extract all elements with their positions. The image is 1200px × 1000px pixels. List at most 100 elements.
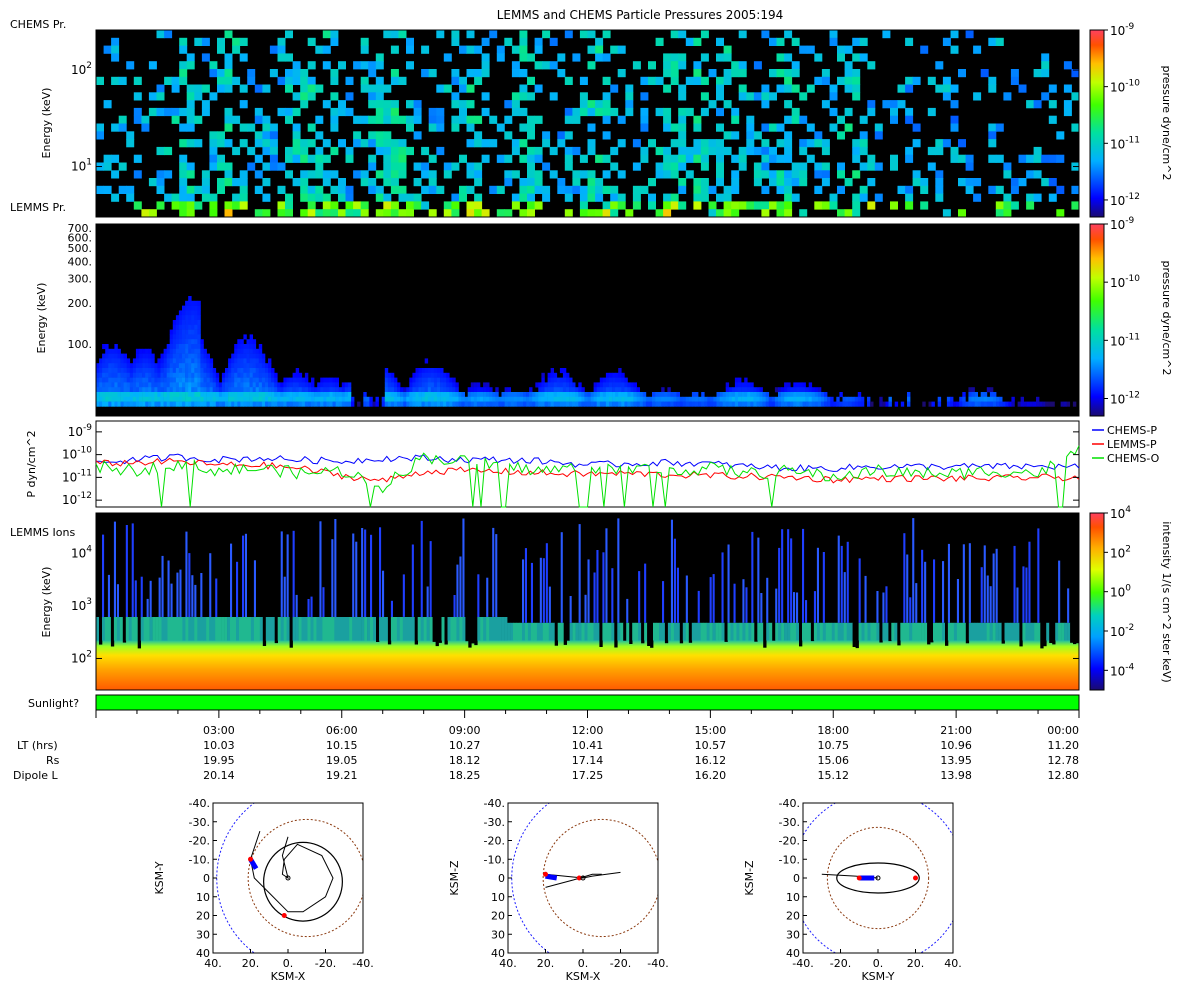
orbit-yz-ytick-7: 30	[786, 928, 800, 941]
p4-ytick-2: 104	[71, 545, 92, 561]
orbit-yz-ytick-5: 10	[786, 891, 800, 904]
chems-pr-label: CHEMS Pr.	[10, 18, 66, 31]
orbit-xz-ylabel: KSM-Z	[448, 860, 461, 896]
position-marker-1	[281, 913, 287, 918]
orbit-xz-xtick-0: 40.	[499, 957, 517, 970]
orbit-xy-ytick-5: 10	[196, 891, 210, 904]
ephem-value-2-1: 19.21	[326, 769, 358, 782]
ephem-value-2-7: 12.80	[1048, 769, 1080, 782]
ephem-value-2-5: 15.12	[818, 769, 850, 782]
orbit-xz-ytick-1: -30.	[484, 816, 505, 829]
p3-ylabel: P dyn/cm^2	[25, 430, 38, 497]
orbit-xz-ytick-0: -40.	[484, 797, 505, 810]
orbit-xy-ytick-7: 30	[196, 928, 210, 941]
orbit-xy-ytick-2: -20.	[189, 835, 210, 848]
orbit-xz-ytick-2: -20.	[484, 835, 505, 848]
orbit-plots: 40. 20. 0. -20. -40. -40. -30. -20. -10. 0 10 20 30 4…	[153, 797, 962, 983]
p3-ytick-2: 10-10	[62, 446, 92, 462]
trajectory	[545, 871, 621, 879]
sunlight-label: Sunlight?	[28, 697, 79, 710]
orbit-xz-ytick-7: 30	[491, 928, 505, 941]
lemms-spectrogram-cells	[96, 296, 1077, 407]
ephemeris-table: 03:00 06:00 09:00 12:00 15:00 18:00 21:00 00:00…	[13, 710, 1080, 782]
orbit-xz-xtick-1: 20.	[537, 957, 555, 970]
orbit-plot-orbit-yz: -40. -20. 0. 20. 40. -40. -30. -20. -10. 0 10 20 30 4…	[743, 797, 962, 983]
ephem-value-2-2: 18.25	[449, 769, 481, 782]
ephem-value-0-7: 11.20	[1048, 739, 1080, 752]
orbit-yz-xlabel: KSM-Y	[861, 970, 894, 983]
p3-ytick-3: 10-9	[68, 423, 93, 439]
orbit-xz-ytick-4: 0	[498, 872, 505, 885]
chems-spectrogram-cells	[96, 30, 1080, 218]
ephem-row-label-0: LT (hrs)	[17, 739, 58, 752]
orbit-yz-xtick-1: -20.	[830, 957, 851, 970]
orbit-plot-orbit-xy: 40. 20. 0. -20. -40. -40. -30. -20. -10. 0 10 20 30 4…	[153, 797, 374, 983]
ephem-value-1-2: 18.12	[449, 754, 481, 767]
ephem-value-0-4: 10.57	[695, 739, 727, 752]
chart-title: LEMMS and CHEMS Particle Pressures 2005:…	[497, 8, 784, 22]
p2-cbtick-2: 10-10	[1110, 274, 1140, 290]
panel-lemms-ions: 102 103 104 LEMMS Ions Energy (keV) 10-4 10…	[10, 505, 1173, 691]
position-marker-1	[913, 875, 918, 881]
p4-ytick-0: 102	[71, 649, 92, 665]
orbit-yz-ytick-8: 40	[786, 947, 800, 960]
p4-cbtick-0: 10-4	[1110, 662, 1135, 678]
day-segment	[545, 873, 558, 881]
time-tick-4: 15:00	[695, 724, 727, 737]
time-tick-2: 09:00	[449, 724, 481, 737]
p4-colorbar-label: intensity 1/(s cm^2 ster keV)	[1160, 521, 1173, 682]
ephem-value-2-4: 16.20	[695, 769, 727, 782]
orbit-xy-ytick-1: -30.	[189, 816, 210, 829]
time-tick-5: 18:00	[817, 724, 849, 737]
p2-cbtick-3: 10-9	[1110, 216, 1135, 232]
ephem-row-label-1: Rs	[46, 754, 60, 767]
position-marker-0	[543, 871, 548, 877]
orbit-xz-ytick-6: 20	[491, 910, 505, 923]
ephem-value-1-6: 13.95	[940, 754, 972, 767]
ephem-value-1-0: 19.95	[203, 754, 235, 767]
position-marker-0	[248, 856, 253, 862]
position-marker-1	[576, 875, 582, 881]
p4-ytick-1: 103	[71, 597, 92, 613]
orbit-yz-xtick-0: -40.	[792, 957, 813, 970]
panel-pressure-lines: 10-12 10-11 10-10 10-9 P dyn/cm^2 CHEMS-PLE…	[25, 420, 1160, 508]
p4-cbtick-1: 10-2	[1110, 623, 1134, 639]
ephem-value-1-3: 17.14	[572, 754, 604, 767]
p2-ytick-1: 200.	[68, 297, 93, 310]
ions-spectrogram-cells	[96, 518, 1080, 690]
ephem-value-1-5: 15.06	[818, 754, 850, 767]
position-marker-0	[856, 875, 862, 881]
orbit-xz-xtick-3: -20.	[610, 957, 631, 970]
legend-entry-lemms-p: LEMMS-P	[1107, 438, 1157, 451]
p3-ytick-1: 10-11	[62, 468, 92, 484]
orbit-xz-ytick-3: -10.	[484, 853, 505, 866]
time-tick-7: 00:00	[1047, 724, 1079, 737]
orbit-xy-xtick-1: 20.	[242, 957, 260, 970]
orbit-xy-ytick-0: -40.	[189, 797, 210, 810]
p2-ytick-4: 500.	[68, 242, 93, 255]
orbit-xz-xtick-2: 0.	[578, 957, 589, 970]
ephem-value-2-3: 17.25	[572, 769, 604, 782]
p2-cbtick-0: 10-12	[1110, 390, 1140, 406]
orbit-xz-xlabel: KSM-X	[566, 970, 601, 983]
series-chems-p	[95, 453, 1080, 473]
lemms-pr-label: LEMMS Pr.	[10, 201, 66, 214]
p2-ytick-0: 100.	[68, 338, 93, 351]
ephem-value-1-4: 16.12	[695, 754, 727, 767]
orbit-yz-ylabel: KSM-Z	[743, 860, 756, 896]
orbit-yz-xtick-4: 40.	[944, 957, 962, 970]
ephem-value-0-2: 10.27	[449, 739, 481, 752]
p4-ylabel: Energy (keV)	[40, 567, 53, 638]
orbit-yz-ytick-6: 20	[786, 910, 800, 923]
p4-cbtick-3: 102	[1110, 544, 1131, 560]
ephem-value-0-5: 10.75	[818, 739, 850, 752]
time-tick-1: 06:00	[326, 724, 358, 737]
orbit-xy-xtick-4: -40.	[352, 957, 373, 970]
p1-cbtick-3: 10-9	[1110, 22, 1135, 38]
ephem-value-2-6: 13.98	[940, 769, 972, 782]
orbit-xy-ytick-4: 0	[203, 872, 210, 885]
orbit-xy-ytick-6: 20	[196, 910, 210, 923]
